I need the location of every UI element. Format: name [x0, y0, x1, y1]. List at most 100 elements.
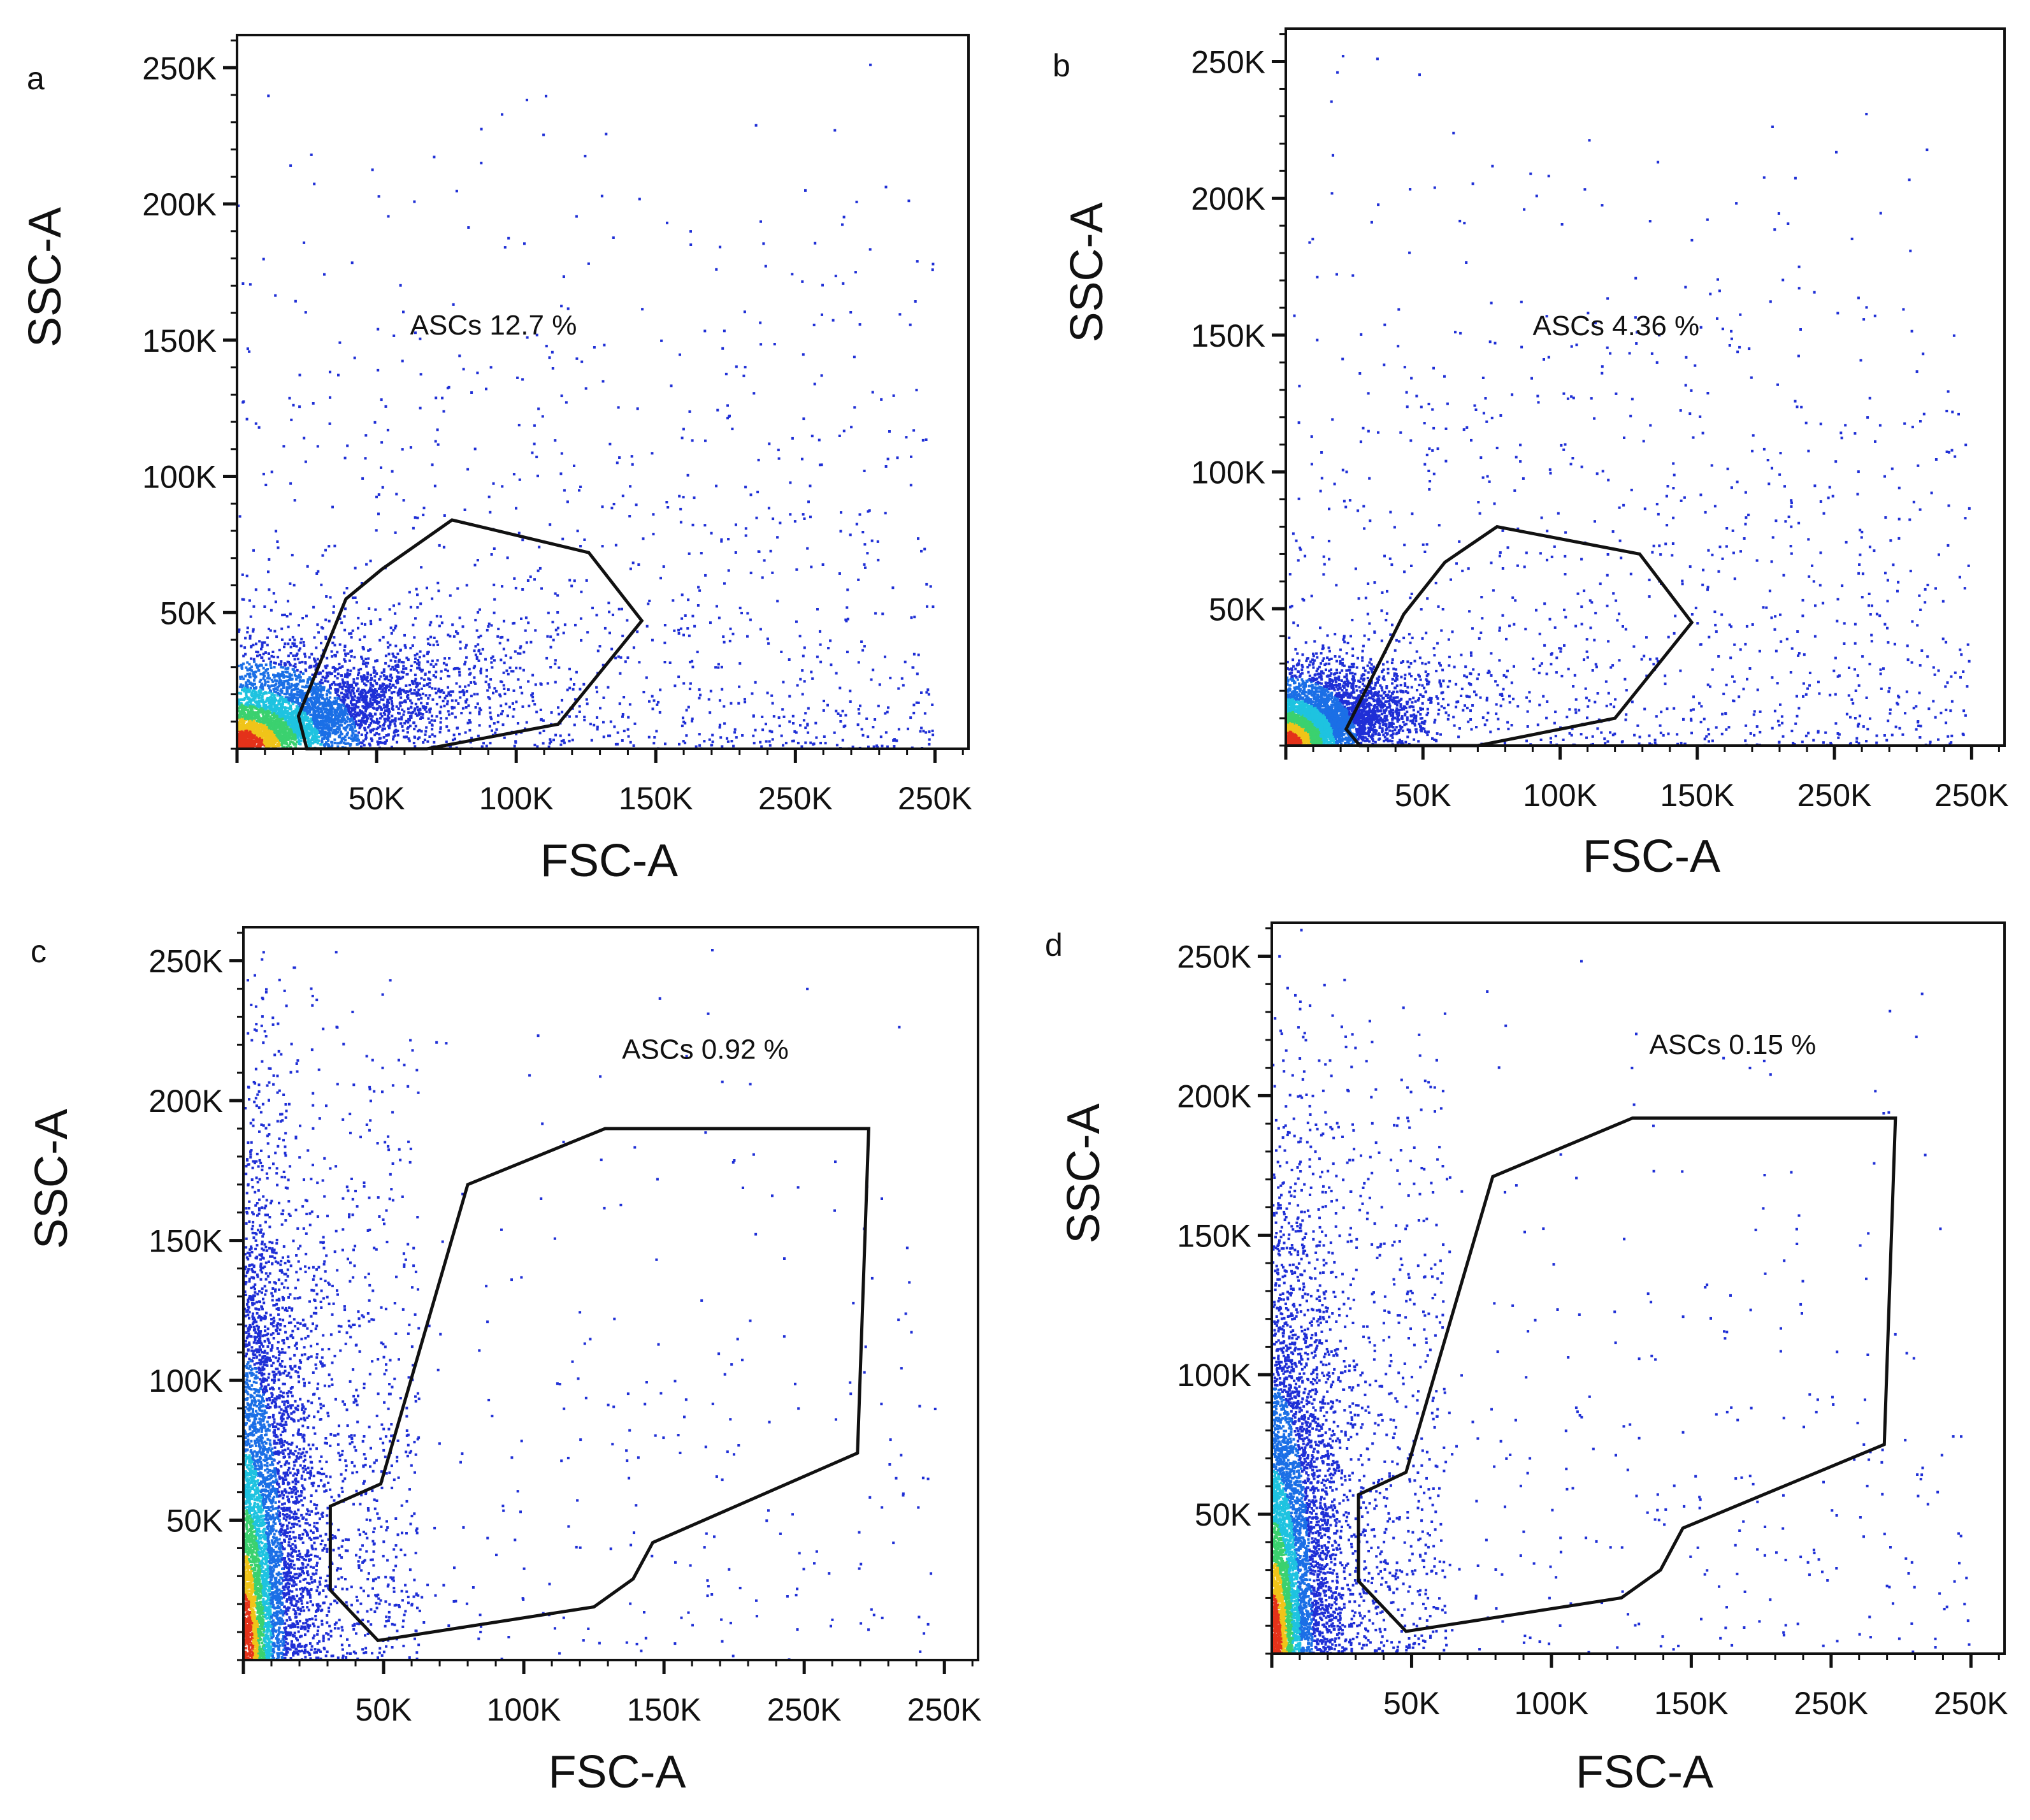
data-point	[344, 711, 347, 714]
data-point	[338, 728, 341, 731]
data-point	[350, 719, 352, 722]
data-point	[285, 746, 289, 749]
data-point	[687, 598, 690, 602]
data-point	[317, 682, 320, 686]
data-point	[254, 697, 257, 700]
data-point	[401, 359, 404, 363]
data-point	[317, 706, 320, 709]
data-point	[723, 582, 726, 585]
data-point	[341, 737, 344, 740]
data-point	[267, 721, 270, 725]
data-point	[621, 739, 624, 742]
data-point	[454, 699, 457, 702]
data-point	[886, 711, 889, 714]
data-point	[263, 641, 266, 644]
data-point	[387, 699, 389, 702]
data-point	[343, 660, 347, 663]
data-point	[301, 723, 304, 726]
data-point	[259, 653, 262, 656]
data-point	[402, 310, 405, 314]
data-point	[386, 704, 389, 707]
data-point	[516, 376, 519, 379]
data-point	[507, 672, 510, 675]
data-point	[402, 667, 405, 670]
data-point	[347, 742, 350, 745]
data-point	[278, 692, 281, 695]
data-point	[330, 740, 333, 744]
data-point	[303, 718, 306, 721]
data-point	[560, 305, 563, 308]
data-point	[909, 484, 912, 487]
data-point	[254, 692, 257, 695]
data-point	[366, 661, 370, 665]
data-point	[312, 729, 315, 732]
data-point	[271, 700, 274, 704]
data-point	[858, 712, 861, 715]
data-point	[389, 697, 392, 700]
data-point	[249, 712, 252, 714]
data-point	[575, 357, 579, 360]
data-point	[406, 695, 409, 698]
data-point	[281, 638, 284, 641]
data-point	[332, 723, 335, 726]
data-point	[345, 725, 349, 728]
data-point	[296, 684, 299, 688]
data-point	[391, 653, 394, 655]
data-point	[656, 703, 659, 706]
data-point	[345, 685, 347, 688]
data-point	[240, 692, 243, 695]
data-point	[841, 223, 844, 226]
data-point	[487, 696, 490, 699]
data-point	[381, 693, 384, 697]
data-point	[531, 699, 535, 702]
data-point	[521, 378, 524, 381]
data-point	[248, 705, 252, 708]
data-point	[372, 666, 375, 669]
data-point	[434, 675, 437, 679]
data-point	[759, 220, 762, 223]
data-point	[363, 706, 365, 709]
data-point	[831, 319, 835, 322]
data-point	[266, 742, 269, 745]
data-point	[371, 702, 374, 705]
data-point	[763, 559, 766, 562]
data-point	[398, 658, 401, 661]
data-point	[419, 668, 422, 671]
data-point	[382, 736, 385, 739]
data-point	[423, 678, 426, 681]
data-point	[533, 442, 536, 445]
data-point	[441, 396, 444, 400]
data-point	[261, 732, 264, 735]
data-point	[375, 696, 378, 699]
data-point	[346, 672, 349, 675]
data-point	[898, 313, 902, 316]
data-point	[833, 129, 837, 132]
data-point	[428, 711, 431, 714]
data-point	[396, 733, 400, 737]
data-point	[324, 732, 328, 735]
data-point	[549, 740, 552, 744]
data-point	[252, 729, 256, 732]
data-point	[358, 726, 361, 730]
data-point	[680, 725, 684, 728]
data-point	[574, 623, 577, 626]
data-point	[758, 550, 761, 553]
data-point	[566, 688, 569, 691]
data-point	[272, 698, 275, 702]
data-point	[579, 545, 582, 547]
data-point	[381, 741, 384, 744]
data-point	[322, 706, 325, 709]
data-point	[392, 684, 395, 687]
data-point	[359, 721, 363, 725]
data-point	[682, 428, 685, 431]
data-point	[730, 740, 733, 742]
data-point	[394, 686, 397, 689]
data-point	[280, 665, 283, 668]
data-point	[485, 744, 488, 748]
data-point	[629, 567, 632, 570]
data-point	[414, 516, 417, 519]
data-point	[811, 677, 814, 680]
data-point	[494, 731, 497, 734]
data-point	[248, 716, 251, 719]
data-point	[621, 715, 624, 718]
